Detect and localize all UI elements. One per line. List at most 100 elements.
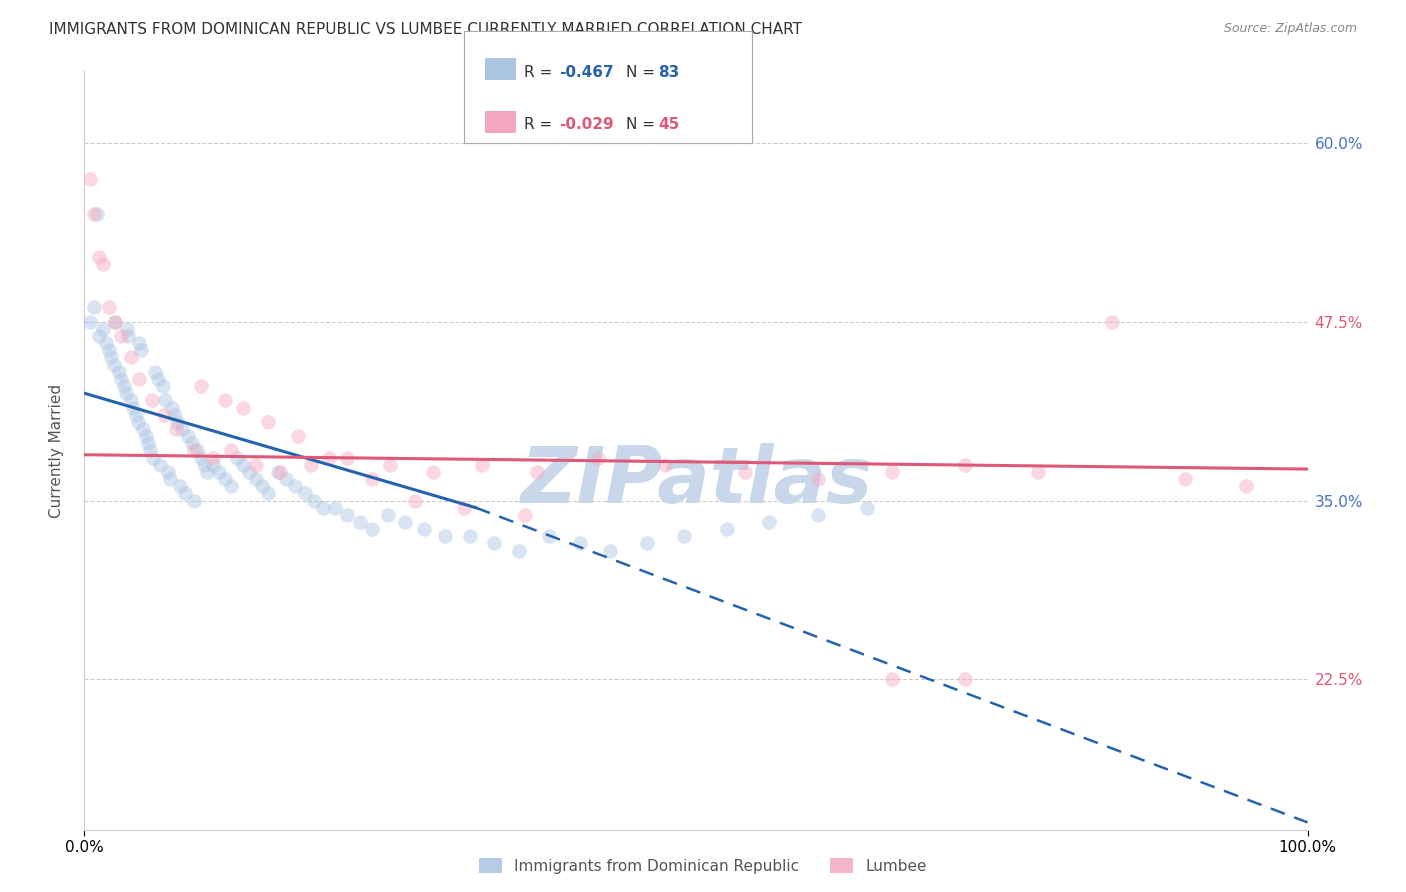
Point xyxy=(471,458,494,472)
Point xyxy=(143,365,166,379)
Point xyxy=(162,401,184,415)
Point xyxy=(139,443,162,458)
Point xyxy=(734,465,756,479)
Point xyxy=(672,529,695,543)
Point xyxy=(208,465,231,479)
Point xyxy=(87,329,110,343)
Text: N =: N = xyxy=(626,65,659,79)
Point xyxy=(599,543,621,558)
Point xyxy=(880,673,903,687)
Point xyxy=(360,522,382,536)
Point xyxy=(716,522,738,536)
Point xyxy=(129,343,152,358)
Point xyxy=(1028,465,1050,479)
Text: 83: 83 xyxy=(658,65,679,79)
Point xyxy=(153,408,176,422)
Point xyxy=(128,336,150,351)
Point xyxy=(214,393,236,408)
Point xyxy=(287,429,309,443)
Point xyxy=(110,329,132,343)
Point xyxy=(79,171,101,186)
Point xyxy=(172,422,194,436)
Point xyxy=(323,500,346,515)
Point xyxy=(163,408,186,422)
Point xyxy=(115,386,138,401)
Point xyxy=(135,429,157,443)
Point xyxy=(758,515,780,529)
Point xyxy=(112,379,135,393)
Point xyxy=(103,358,125,372)
Point xyxy=(183,493,205,508)
Y-axis label: Currently Married: Currently Married xyxy=(49,384,63,517)
Point xyxy=(201,458,224,472)
Point xyxy=(219,443,242,458)
Point xyxy=(245,472,267,486)
Point xyxy=(142,450,165,465)
Point xyxy=(482,536,505,550)
Point xyxy=(304,493,326,508)
Point xyxy=(169,479,191,493)
Point xyxy=(136,436,159,450)
Point xyxy=(238,465,260,479)
Point xyxy=(269,465,291,479)
Point xyxy=(1101,315,1123,329)
Text: -0.029: -0.029 xyxy=(560,118,614,132)
Point xyxy=(318,450,340,465)
Point xyxy=(87,250,110,264)
Point xyxy=(97,301,120,315)
Text: Source: ZipAtlas.com: Source: ZipAtlas.com xyxy=(1223,22,1357,36)
Point xyxy=(146,372,169,386)
Point xyxy=(190,379,212,393)
Point xyxy=(79,315,101,329)
Point xyxy=(312,500,335,515)
Point xyxy=(195,465,218,479)
Text: IMMIGRANTS FROM DOMINICAN REPUBLIC VS LUMBEE CURRENTLY MARRIED CORRELATION CHART: IMMIGRANTS FROM DOMINICAN REPUBLIC VS LU… xyxy=(49,22,803,37)
Point xyxy=(132,422,155,436)
Point xyxy=(186,443,208,458)
Point xyxy=(127,415,149,429)
Text: N =: N = xyxy=(626,118,659,132)
Point xyxy=(434,529,457,543)
Point xyxy=(183,443,205,458)
Point xyxy=(636,536,658,550)
Point xyxy=(807,472,830,486)
Point xyxy=(91,258,114,272)
Point xyxy=(181,436,204,450)
Point xyxy=(96,336,118,351)
Point xyxy=(166,415,188,429)
Point xyxy=(128,372,150,386)
Text: -0.467: -0.467 xyxy=(560,65,614,79)
Point xyxy=(125,408,148,422)
Point xyxy=(122,401,145,415)
Point xyxy=(107,365,129,379)
Point xyxy=(404,493,426,508)
Point xyxy=(394,515,416,529)
Point xyxy=(201,450,224,465)
Point xyxy=(226,450,249,465)
Point xyxy=(156,465,179,479)
Point xyxy=(152,379,174,393)
Point xyxy=(190,450,212,465)
Point xyxy=(377,508,399,522)
Point xyxy=(117,329,139,343)
Point xyxy=(91,322,114,336)
Point xyxy=(336,450,359,465)
Point xyxy=(120,393,142,408)
Point xyxy=(568,536,591,550)
Point xyxy=(257,486,280,500)
Point xyxy=(86,207,108,221)
Point xyxy=(856,500,879,515)
Point xyxy=(526,465,548,479)
Point xyxy=(807,508,830,522)
Point xyxy=(193,458,215,472)
Text: R =: R = xyxy=(524,65,558,79)
Point xyxy=(177,429,200,443)
Point xyxy=(880,465,903,479)
Text: R =: R = xyxy=(524,118,558,132)
Point xyxy=(299,458,322,472)
Point xyxy=(250,479,273,493)
Point xyxy=(284,479,307,493)
Point xyxy=(110,372,132,386)
Point xyxy=(953,673,976,687)
Point xyxy=(1236,479,1258,493)
